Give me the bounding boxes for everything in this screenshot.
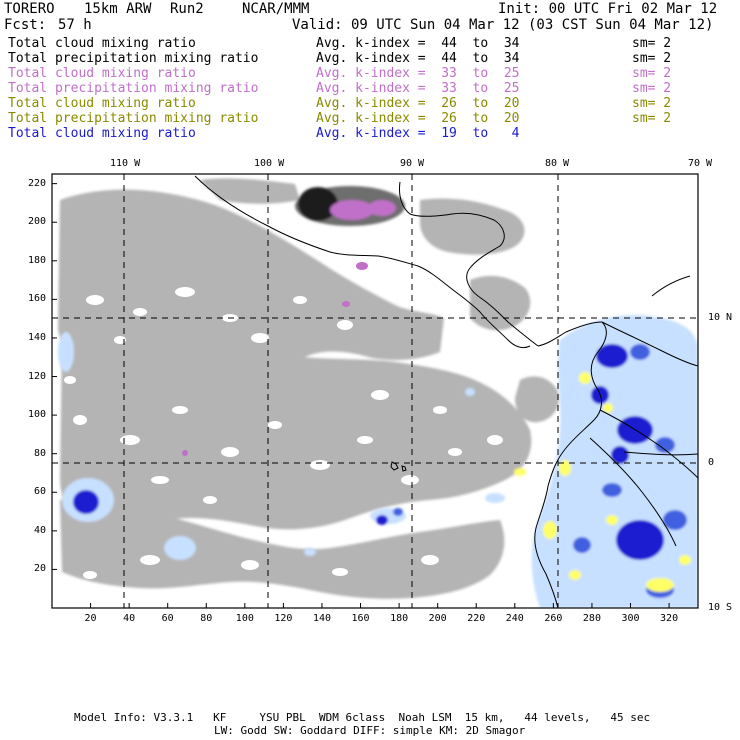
legend-field: Total precipitation mixing ratio: [8, 81, 259, 96]
legend-kindex: Avg. k-index = 26 to 20: [316, 111, 520, 126]
y-tick-label: 180: [27, 254, 46, 266]
storm-cell-north: [295, 186, 405, 226]
valid-time: Valid: 09 UTC Sun 04 Mar 12 (03 CST Sun …: [292, 17, 714, 33]
y-tick-label: 60: [33, 486, 46, 498]
legend-sm: sm= 2: [632, 96, 672, 111]
plot-frame: [51, 173, 699, 609]
lon-label: 70 W: [688, 158, 713, 169]
forecast-hour: 57 h: [58, 17, 92, 33]
org-label: NCAR/MMM: [242, 1, 310, 17]
y-tick-label: 220: [27, 177, 46, 189]
x-tick-label: 140: [312, 613, 331, 624]
x-tick-label: 180: [390, 613, 409, 624]
legend-field: Total cloud mixing ratio: [8, 126, 196, 141]
cloud-field-blue-west: [58, 332, 505, 560]
graticule: [52, 174, 698, 608]
legend-kindex: Avg. k-index = 33 to 25: [316, 81, 520, 96]
legend-field: Total cloud mixing ratio: [8, 36, 196, 51]
legend-sm: sm= 2: [632, 81, 672, 96]
run-label: Run2: [170, 1, 204, 17]
x-tick-label: 280: [582, 613, 601, 624]
x-tick-label: 320: [660, 613, 679, 624]
model-name: TORERO: [4, 1, 55, 17]
x-tick-label: 160: [351, 613, 370, 624]
y-tick-label: 20: [33, 563, 46, 575]
legend-sm: sm= 2: [632, 66, 672, 81]
legend-kindex: Avg. k-index = 44 to 34: [316, 36, 520, 51]
y-tick-label: 40: [33, 524, 46, 536]
legend-kindex: Avg. k-index = 33 to 25: [316, 66, 520, 81]
legend-sm: sm= 2: [632, 36, 672, 51]
x-tick-label: 80: [200, 613, 213, 624]
cloud-gaps: [64, 287, 503, 594]
y-tick-label: 140: [27, 331, 46, 343]
x-tick-label: 300: [621, 613, 640, 624]
lat-label: 10 N: [708, 312, 733, 323]
y-tick-label: 200: [27, 216, 46, 228]
legend-field: Total precipitation mixing ratio: [8, 51, 259, 66]
lat-label: 0: [708, 457, 715, 468]
x-tick-label: 200: [428, 613, 447, 624]
physics-info: LW: Godd SW: Goddard DIFF: simple KM: 2D…: [214, 724, 526, 737]
legend-kindex: Avg. k-index = 26 to 20: [316, 96, 520, 111]
x-tick-label: 100: [235, 613, 254, 624]
x-tick-label: 40: [123, 613, 136, 624]
x-tick-label: 240: [505, 613, 524, 624]
y-tick-label: 120: [27, 370, 46, 382]
legend-kindex: Avg. k-index = 19 to 4: [316, 126, 520, 141]
y-tick-label: 100: [27, 409, 46, 421]
forecast-label: Fcst:: [4, 17, 47, 33]
legend-sm: sm= 2: [632, 111, 672, 126]
lon-label: 80 W: [545, 158, 570, 169]
x-tick-label: 260: [544, 613, 563, 624]
legend-field: Total cloud mixing ratio: [8, 66, 196, 81]
lon-label: 100 W: [254, 158, 285, 169]
axis-ticks: [52, 183, 670, 608]
legend-field: Total precipitation mixing ratio: [8, 111, 259, 126]
x-tick-label: 220: [467, 613, 486, 624]
legend-sm: sm= 2: [632, 51, 672, 66]
y-tick-label: 80: [33, 447, 46, 459]
x-tick-label: 120: [274, 613, 293, 624]
lat-label: 10 S: [708, 602, 733, 613]
lon-label: 90 W: [400, 158, 425, 169]
x-tick-label: 20: [84, 613, 97, 624]
y-tick-label: 160: [27, 293, 46, 305]
model-resolution: 15km ARW: [84, 1, 152, 17]
init-time: Init: 00 UTC Fri 02 Mar 12: [498, 1, 718, 17]
legend-kindex: Avg. k-index = 44 to 34: [316, 51, 520, 66]
x-tick-label: 60: [161, 613, 174, 624]
legend-field: Total cloud mixing ratio: [8, 96, 196, 111]
coastlines: [194, 175, 698, 608]
lon-label: 110 W: [110, 158, 141, 169]
model-info: Model Info: V3.3.1 KF YSU PBL WDM 6class…: [74, 711, 651, 724]
